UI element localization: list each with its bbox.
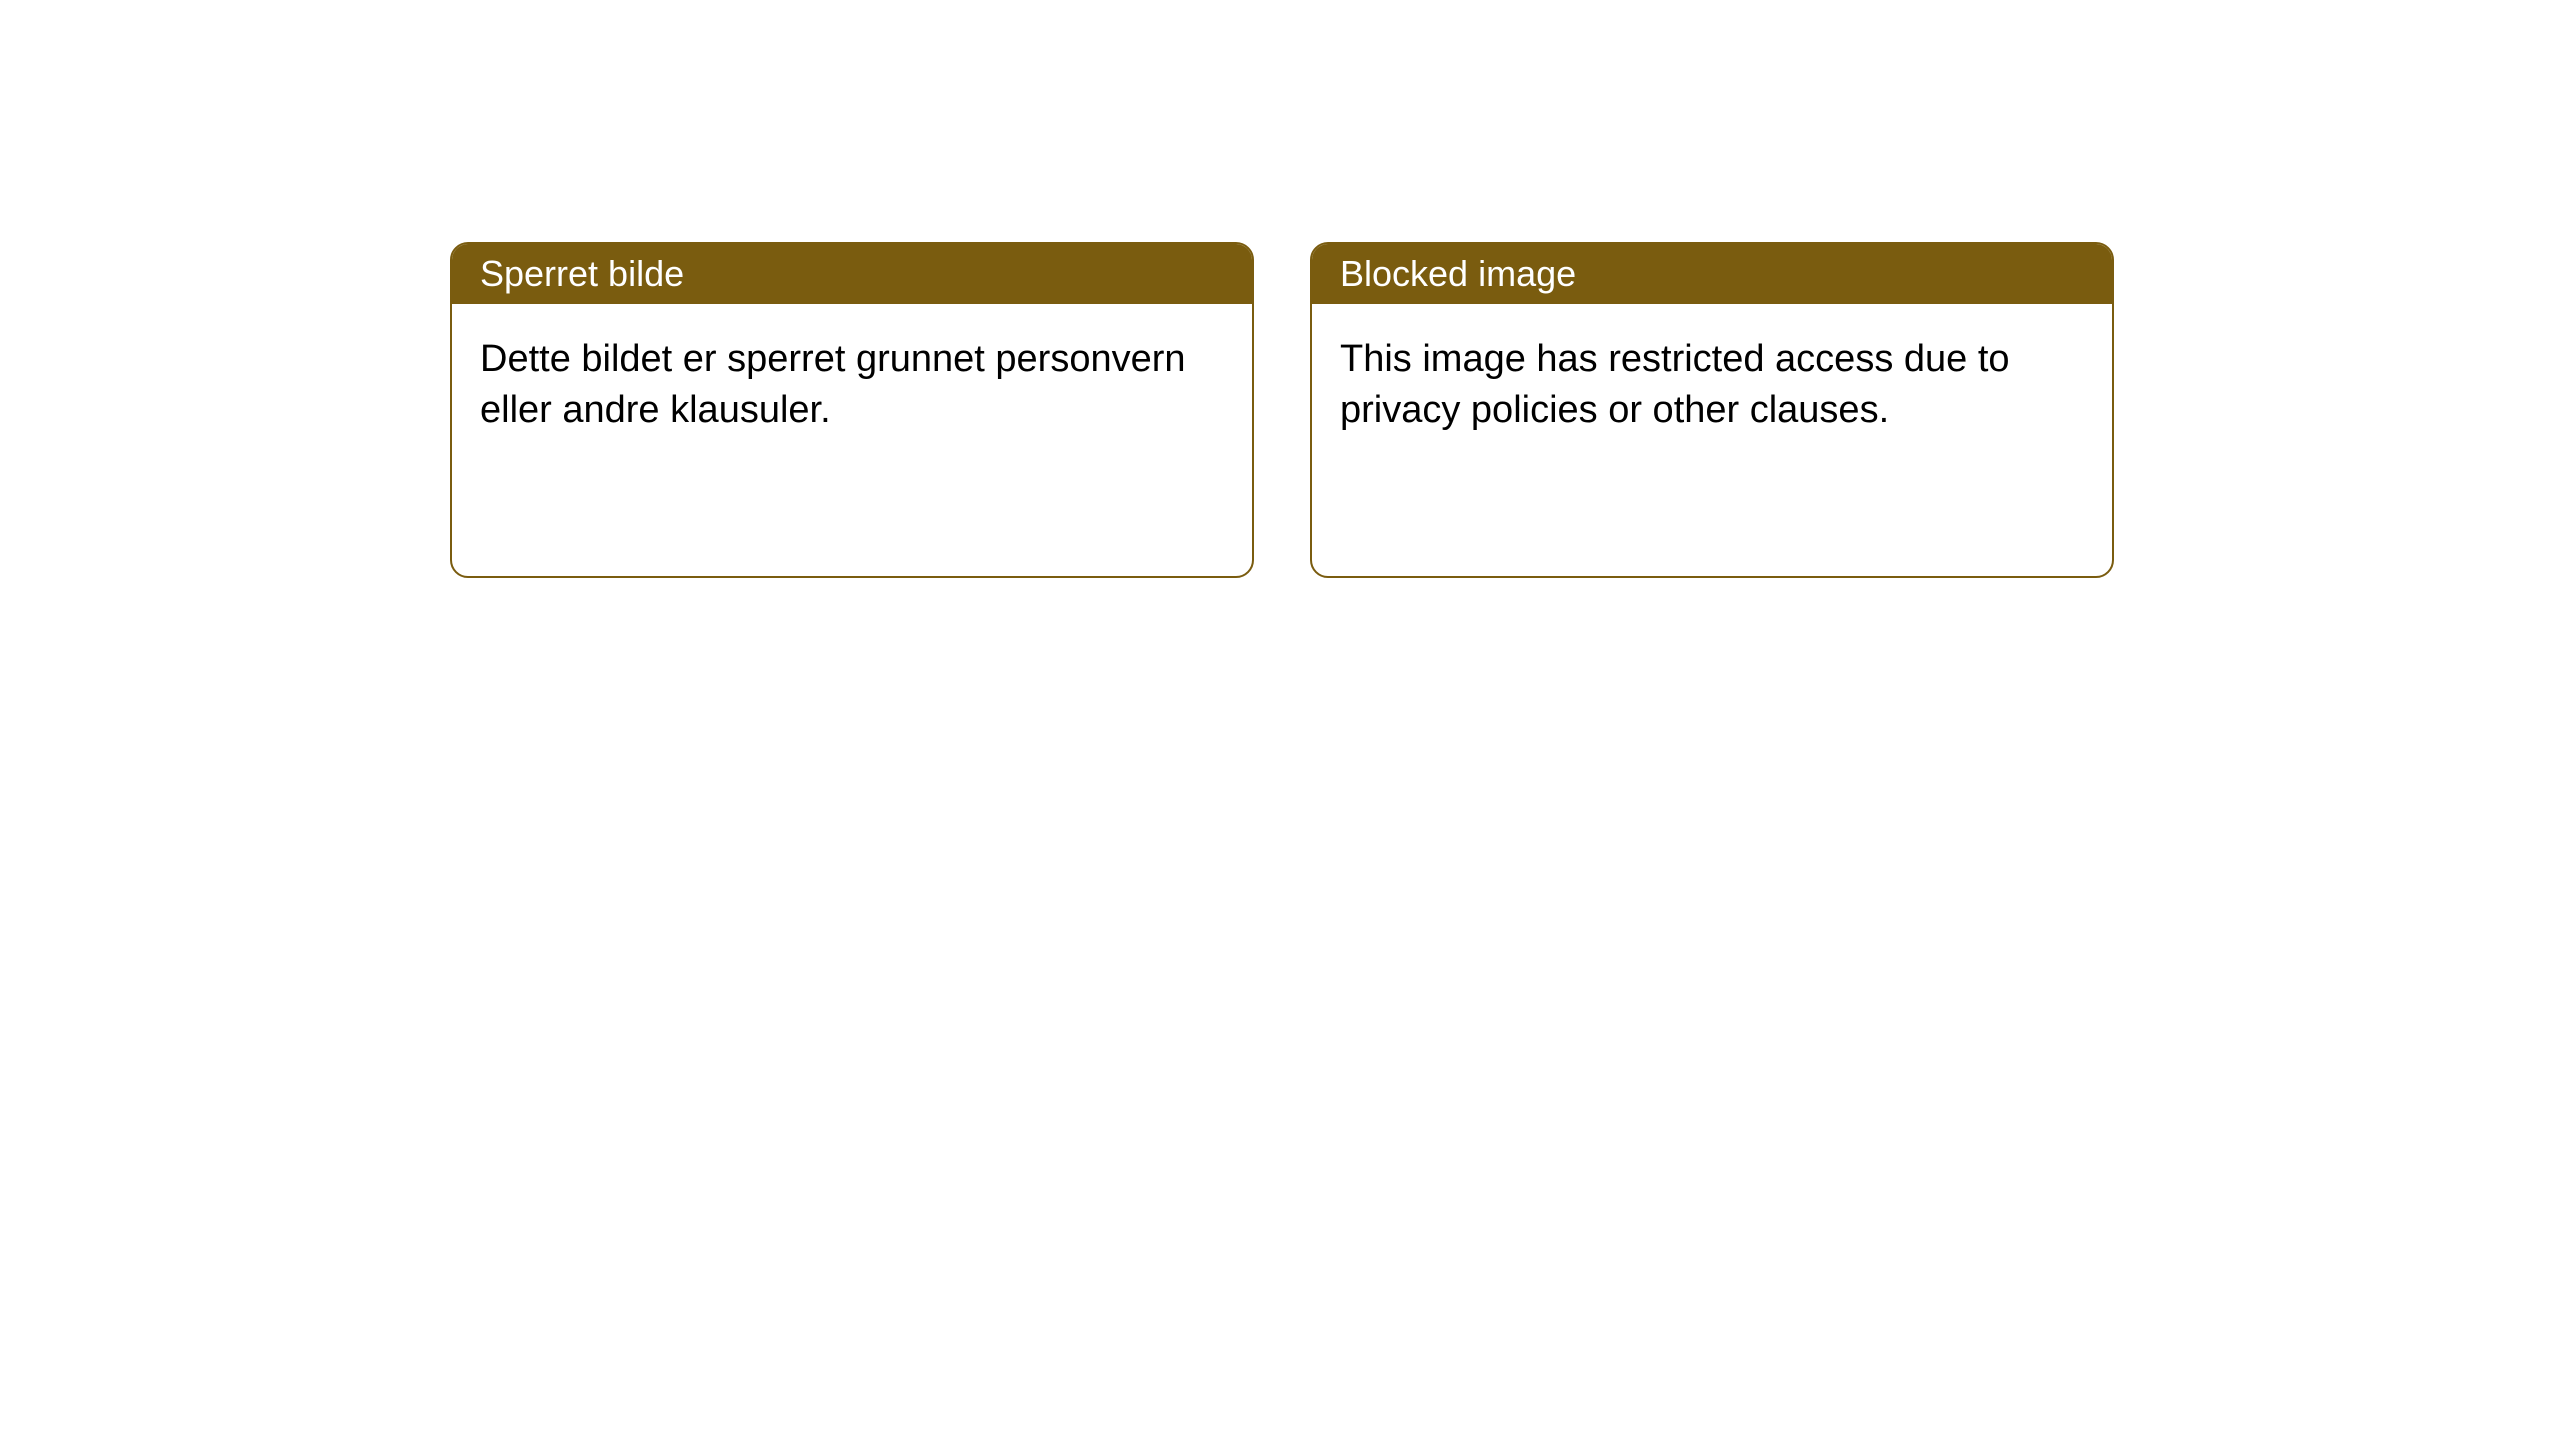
card-body-en: This image has restricted access due to … bbox=[1312, 304, 2112, 437]
card-header-en: Blocked image bbox=[1312, 244, 2112, 304]
card-header-no: Sperret bilde bbox=[452, 244, 1252, 304]
blocked-image-card-no: Sperret bilde Dette bildet er sperret gr… bbox=[450, 242, 1254, 578]
card-body-no: Dette bildet er sperret grunnet personve… bbox=[452, 304, 1252, 437]
blocked-image-card-en: Blocked image This image has restricted … bbox=[1310, 242, 2114, 578]
notice-cards-row: Sperret bilde Dette bildet er sperret gr… bbox=[0, 0, 2560, 578]
